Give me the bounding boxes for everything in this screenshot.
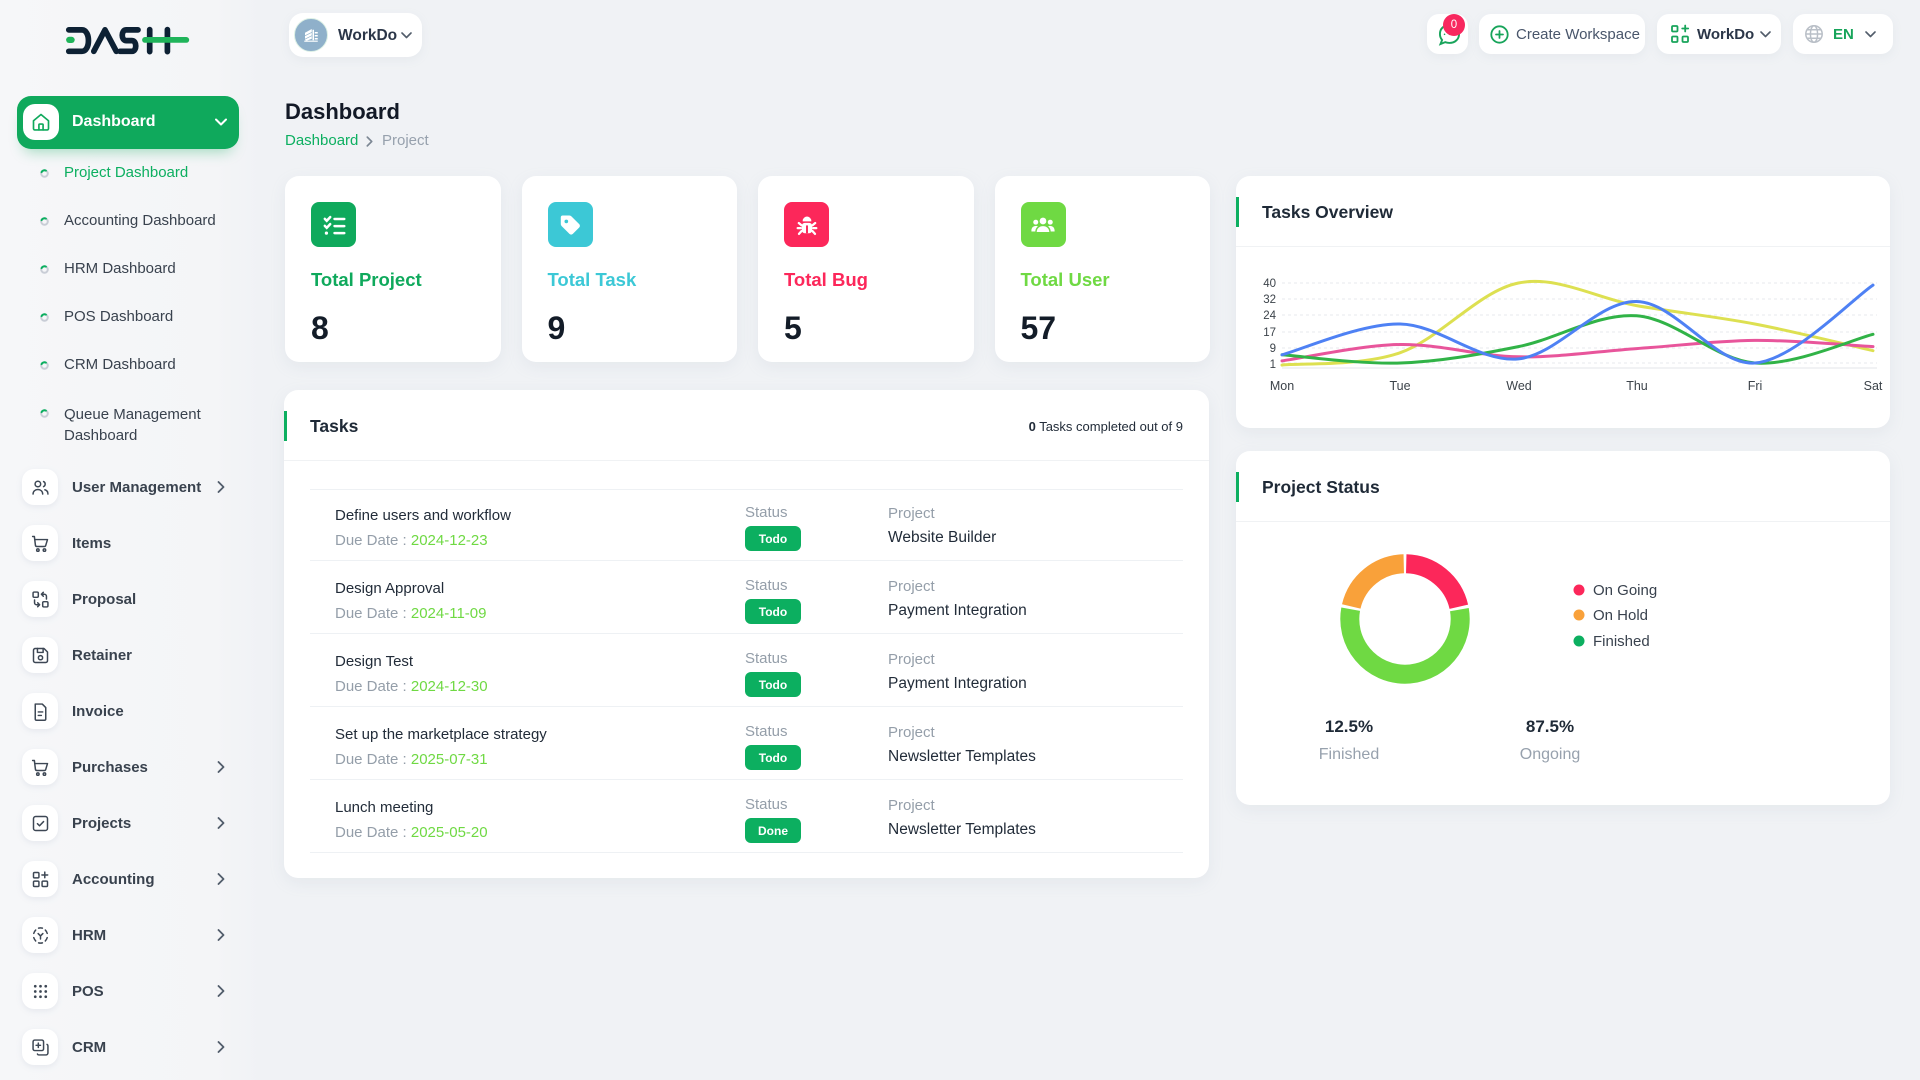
svg-text:Finished: Finished <box>1319 746 1379 763</box>
svg-text:24: 24 <box>1263 310 1276 322</box>
svg-text:12.5%: 12.5% <box>1325 717 1373 736</box>
svg-text:Mon: Mon <box>1270 379 1294 393</box>
svg-text:On Hold: On Hold <box>1593 607 1648 624</box>
svg-text:Finished: Finished <box>1593 633 1650 650</box>
svg-text:9: 9 <box>1270 343 1276 355</box>
svg-text:Thu: Thu <box>1626 379 1648 393</box>
svg-text:Ongoing: Ongoing <box>1520 746 1581 763</box>
svg-text:Sat: Sat <box>1864 379 1883 393</box>
svg-text:17: 17 <box>1263 327 1276 339</box>
svg-text:32: 32 <box>1263 294 1276 306</box>
svg-text:87.5%: 87.5% <box>1526 717 1574 736</box>
svg-text:Fri: Fri <box>1748 379 1763 393</box>
svg-text:Tue: Tue <box>1389 379 1410 393</box>
svg-text:1: 1 <box>1270 359 1276 371</box>
svg-text:40: 40 <box>1263 278 1276 290</box>
svg-text:Wed: Wed <box>1506 379 1532 393</box>
svg-text:On Going: On Going <box>1593 582 1657 599</box>
